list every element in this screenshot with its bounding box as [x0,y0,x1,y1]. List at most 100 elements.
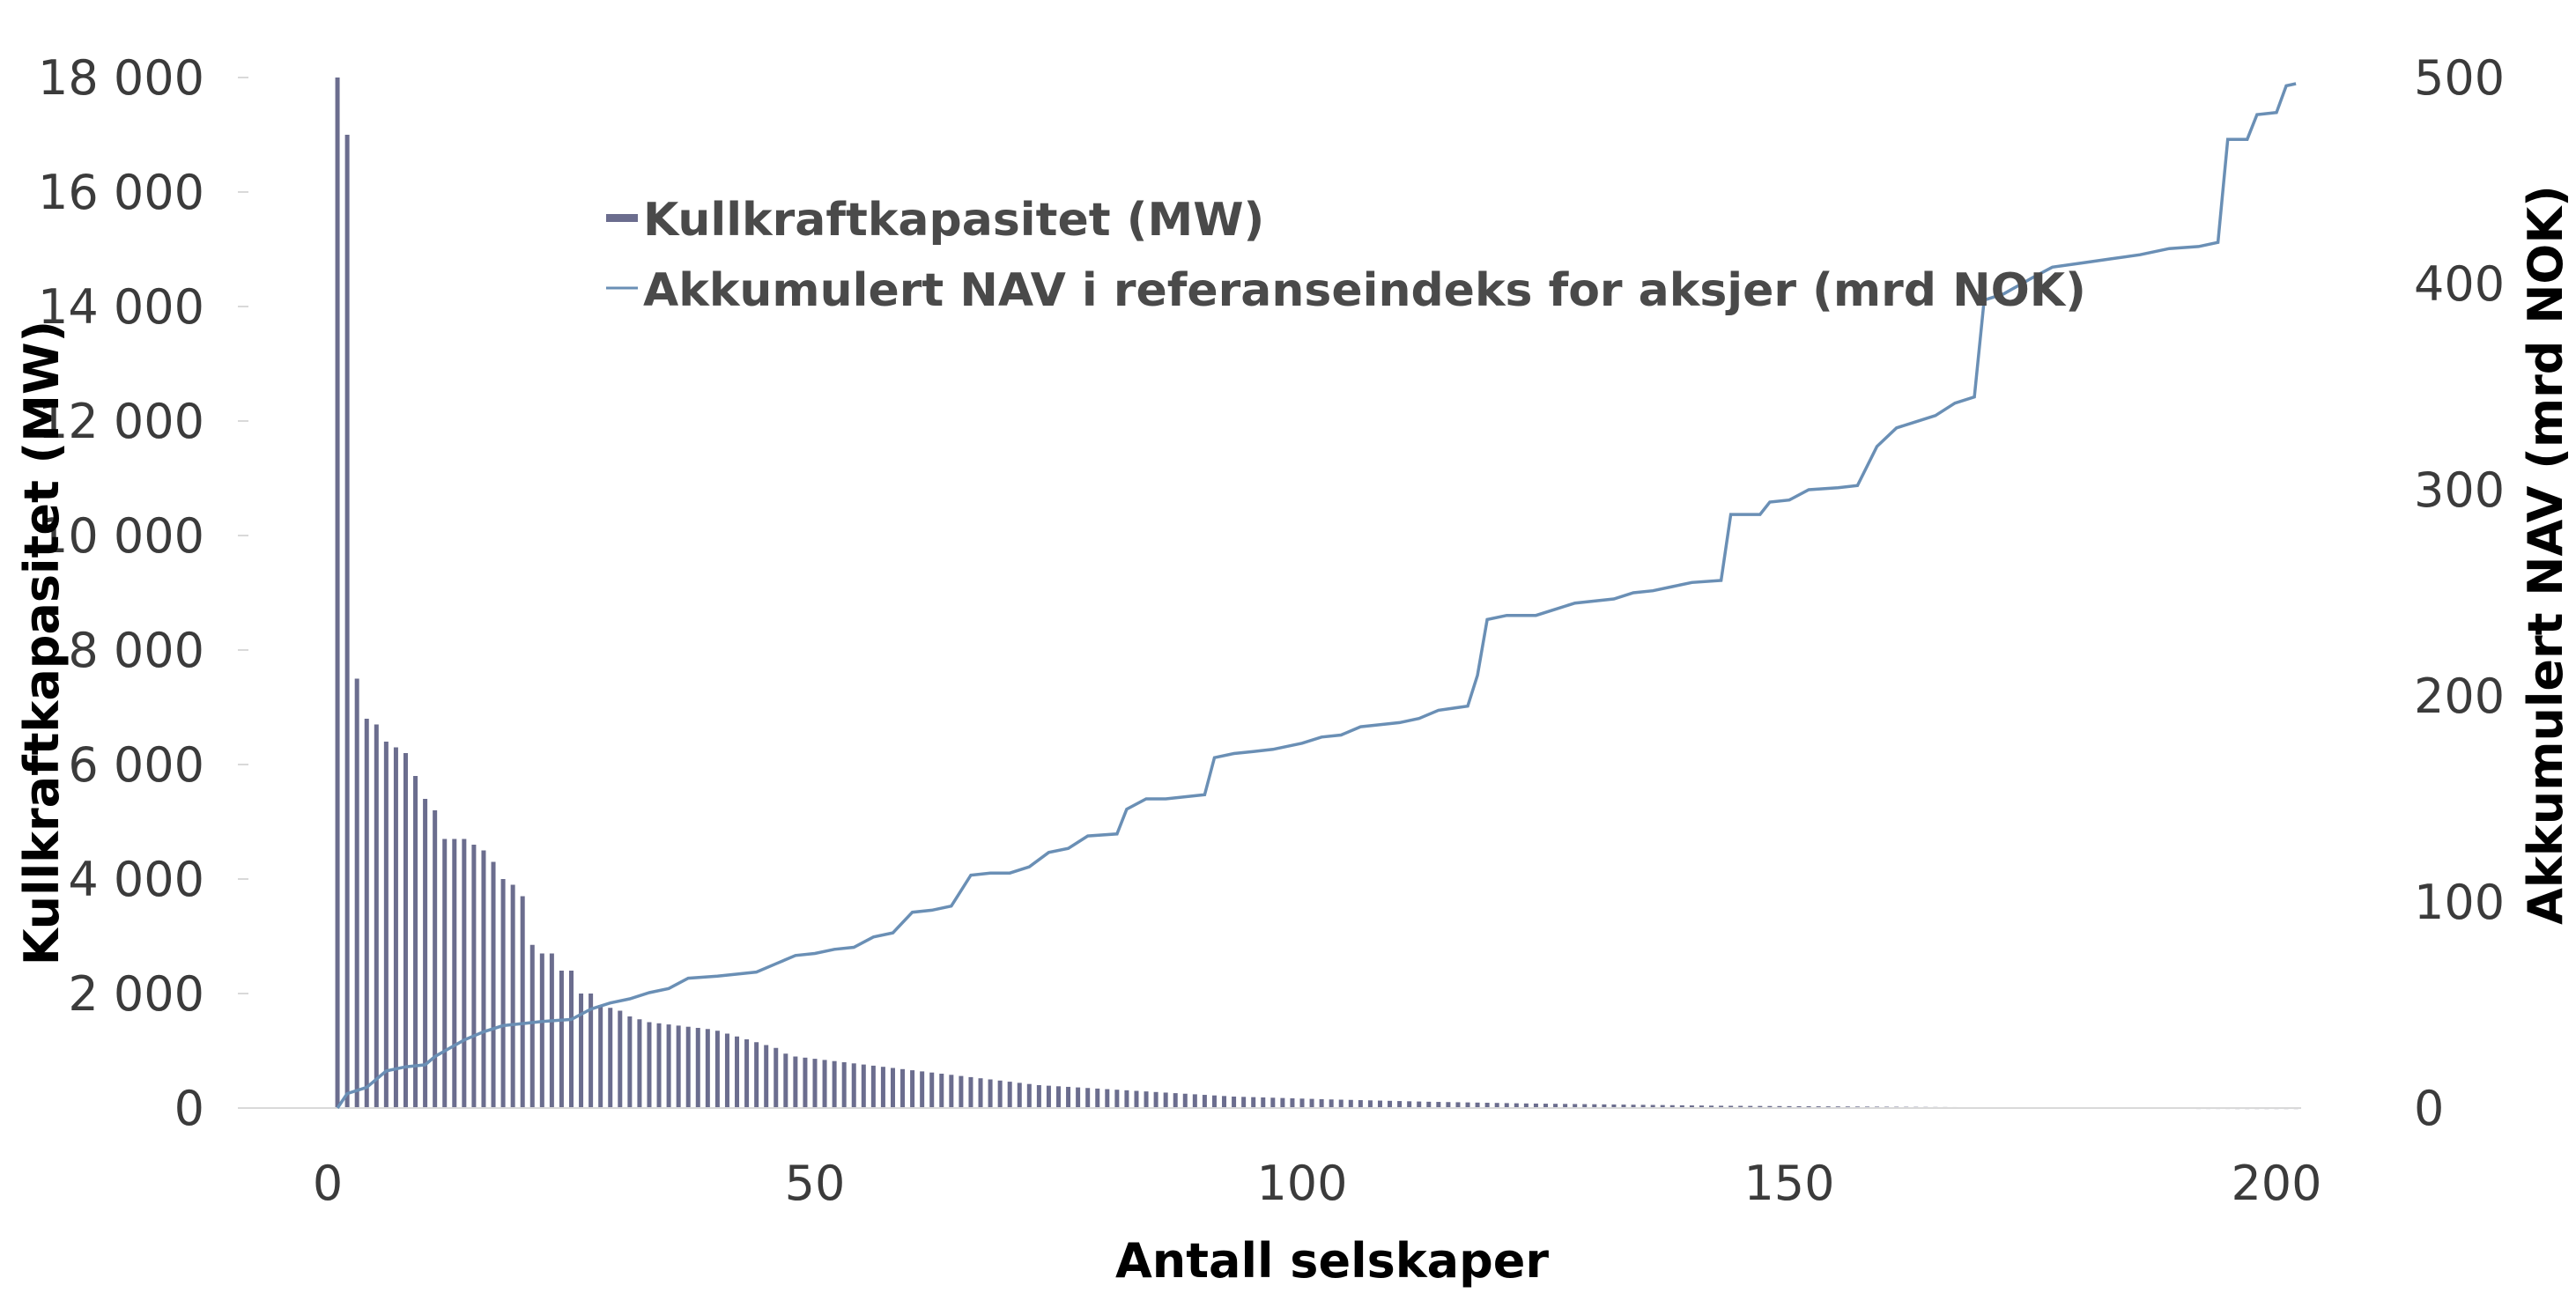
bar [1484,1103,1490,1108]
bar [1026,1083,1032,1108]
bar [1475,1102,1480,1108]
bar [1767,1105,1773,1108]
legend-bar-swatch [606,214,638,222]
left-y-tick-label: 0 [174,1081,204,1136]
bar [1621,1105,1626,1108]
x-tick-label: 50 [785,1156,846,1211]
right-y-axis-ticks: 0 100 200 300 400 500 [2414,50,2505,1136]
bar [1514,1103,1519,1108]
bar [1232,1097,1237,1108]
bar [569,971,574,1108]
bar [403,753,408,1108]
bar [1202,1095,1207,1108]
bar [1173,1093,1178,1108]
bar [344,135,350,1108]
bar [1222,1096,1227,1108]
bar [529,944,535,1108]
bar [1290,1097,1295,1108]
bar [1660,1105,1665,1108]
bar [1669,1105,1675,1108]
bar [1007,1082,1012,1108]
bar [1640,1105,1646,1108]
bar [1582,1104,1588,1108]
bar [1056,1086,1061,1108]
bar [764,1045,769,1108]
bar [559,971,564,1108]
bar [774,1047,779,1108]
bar [812,1059,818,1108]
bar [1679,1105,1684,1108]
bar [900,1068,906,1108]
bar [929,1072,935,1108]
bar [1377,1100,1382,1108]
right-y-tick-label: 100 [2414,875,2505,930]
bar [676,1025,681,1108]
bar [539,953,544,1108]
bar [1095,1088,1100,1108]
right-y-tick-label: 400 [2414,256,2505,312]
bar [656,1023,662,1108]
legend-bar-label: Kullkraftkapasitet (MW) [643,194,1264,247]
bar [1299,1098,1305,1108]
bar [1709,1105,1714,1108]
left-y-axis-ticks: 0 2 000 4 000 6 000 8 000 10 000 12 000 14 000 1… [38,50,248,1136]
bar [949,1075,954,1108]
bar [1455,1102,1461,1108]
bar [1777,1105,1782,1108]
bar [803,1057,808,1108]
bar [705,1029,710,1108]
bar [1504,1103,1509,1108]
bar [1124,1090,1129,1108]
bar [374,724,379,1108]
left-y-tick-label: 2 000 [68,966,204,1022]
bar [920,1071,925,1108]
x-axis-ticks: 0 50 100 150 200 [313,1156,2322,1211]
bar [1426,1101,1432,1108]
bar [335,78,340,1108]
bar [1046,1085,1051,1108]
bar [1523,1103,1529,1108]
bar [383,742,389,1108]
bar [588,994,594,1108]
bar-series [335,78,2298,1110]
left-y-tick-label: 12 000 [38,394,204,449]
bar [978,1078,983,1108]
left-y-tick-label: 16 000 [38,165,204,220]
bar [870,1065,876,1108]
right-y-axis-title: Akkumulert NAV (mrd NOK) [2518,185,2573,925]
bar [988,1079,993,1108]
x-axis-title: Antall selskaper [1115,1233,1549,1289]
bar [1533,1103,1538,1108]
line-series [336,82,2297,1109]
bar [832,1060,837,1108]
bar [481,850,486,1108]
bar [510,884,515,1108]
bar [1348,1099,1353,1108]
bar [1211,1095,1217,1108]
bar [841,1062,847,1108]
bar [1066,1086,1071,1108]
left-y-tick-label: 8 000 [68,623,204,678]
bar [1738,1105,1743,1108]
bar [549,953,554,1108]
bar [968,1076,973,1108]
right-y-tick-label: 0 [2414,1081,2444,1136]
bar [423,799,428,1108]
bar [354,678,359,1108]
bar [1417,1101,1422,1108]
bar [1105,1089,1110,1108]
bar [1270,1097,1276,1108]
bar [1407,1101,1412,1108]
bar [462,839,467,1108]
bar [520,896,525,1108]
bar [1787,1105,1792,1108]
bar [724,1033,729,1108]
bar [1650,1105,1655,1108]
bar [413,776,418,1108]
bar [695,1028,700,1108]
right-y-tick-label: 300 [2414,462,2505,518]
bar [1163,1092,1168,1108]
left-y-tick-label: 14 000 [38,279,204,335]
bar [959,1075,964,1108]
